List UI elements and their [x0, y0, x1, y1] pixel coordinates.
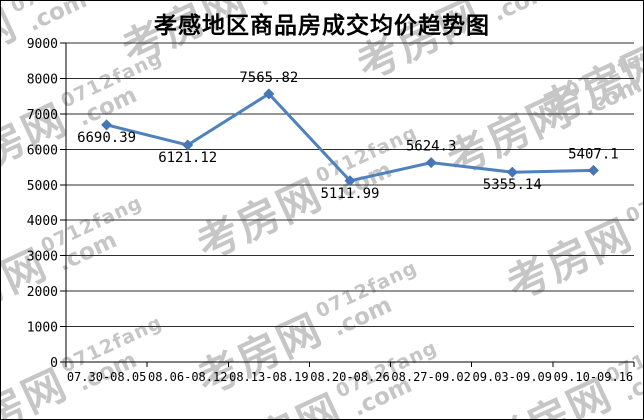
data-value-label: 7565.82 — [239, 70, 298, 86]
data-value-label: 5111.99 — [320, 186, 379, 202]
y-tick-label: 2000 — [27, 285, 58, 300]
y-tick-label: 9000 — [27, 37, 58, 52]
chart-title: 孝感地区商品房成交均价趋势图 — [154, 13, 490, 38]
x-category-label: 09.10-09.16 — [554, 370, 633, 384]
x-category-label: 09.03-09.09 — [473, 370, 552, 384]
x-category-label: 08.13-08.19 — [229, 370, 308, 384]
data-point-marker — [425, 157, 437, 169]
data-point-marker — [587, 164, 599, 176]
y-tick-label: 1000 — [27, 321, 58, 336]
data-point-marker — [263, 88, 275, 100]
y-tick-label: 5000 — [27, 179, 58, 194]
x-category-label: 08.27-09.02 — [391, 370, 470, 384]
data-point-marker — [506, 166, 518, 178]
data-point-marker — [344, 175, 356, 187]
y-tick-label: 0 — [50, 356, 58, 371]
y-tick-label: 7000 — [27, 108, 58, 123]
y-tick-label: 4000 — [27, 214, 58, 229]
x-category-label: 08.20-08.26 — [310, 370, 389, 384]
data-value-label: 6121.12 — [158, 150, 217, 166]
y-tick-label: 6000 — [27, 143, 58, 158]
data-value-label: 6690.39 — [77, 130, 136, 146]
data-point-marker — [182, 139, 194, 151]
price-trend-line — [105, 92, 595, 183]
x-category-label: 08.06-08.12 — [148, 370, 227, 384]
data-point-marker — [101, 119, 113, 131]
data-value-label: 5624.3 — [406, 139, 457, 155]
data-value-label: 5355.14 — [483, 177, 542, 193]
x-category-label: 07.30-08.05 — [67, 370, 146, 384]
y-tick-label: 8000 — [27, 72, 58, 87]
data-value-label: 5407.1 — [568, 146, 619, 162]
y-tick-label: 3000 — [27, 250, 58, 265]
